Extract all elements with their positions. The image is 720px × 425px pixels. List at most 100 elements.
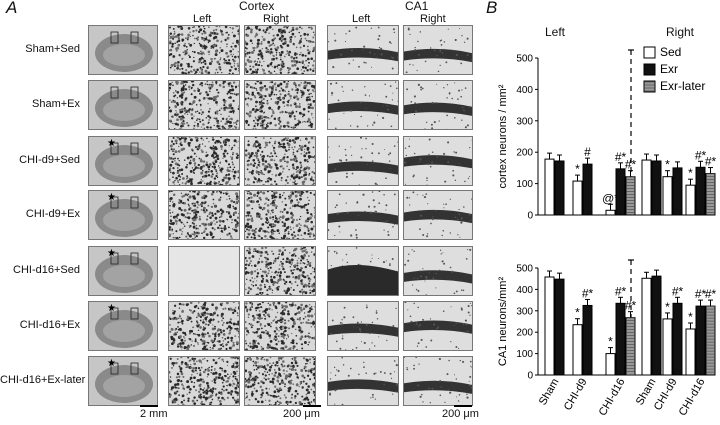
cortex-header: Cortex: [239, 0, 275, 13]
bar-sed: [641, 159, 652, 216]
y-tick-label: 400: [516, 285, 533, 296]
row-label: CHI-d16+Ex-later: [0, 374, 86, 386]
brain-micrograph: ★: [88, 301, 158, 351]
row-label: Sham+Ex: [32, 98, 80, 110]
brain-micrograph: [88, 25, 158, 75]
significance-mark: #*: [615, 284, 627, 298]
panel-b-letter: B: [486, 0, 498, 17]
cortex-right-label: Right: [263, 13, 289, 25]
bar-exr: [582, 304, 593, 376]
significance-mark: #*: [695, 148, 707, 162]
bar-sed: [605, 353, 616, 376]
legend-label: Sed: [660, 45, 681, 59]
ca1-micrograph: [403, 190, 473, 240]
bar-exr: [672, 302, 683, 376]
significance-mark: *: [665, 300, 670, 314]
y-tick-label: 400: [516, 85, 533, 96]
significance-mark: *: [665, 158, 670, 172]
bar-exr: [582, 163, 593, 216]
cortex-micrograph: [168, 136, 240, 186]
y-tick-label: 200: [516, 148, 533, 159]
ca1-micrograph: [403, 80, 473, 130]
ca1-right-label: Right: [420, 13, 446, 25]
significance-mark: #*: [695, 287, 707, 301]
bar-sed: [685, 328, 696, 376]
row-label: CHI-d16+Sed: [13, 264, 80, 276]
svg-text:★: ★: [107, 192, 116, 203]
cortex-micrograph: [168, 246, 240, 296]
cortex-micrograph: [168, 80, 240, 130]
significance-mark: #*: [625, 158, 637, 172]
legend-label: Exr-later: [660, 79, 705, 93]
significance-mark: *: [575, 162, 580, 176]
brain-micrograph: ★: [88, 356, 158, 406]
y-tick-label: 0: [527, 371, 533, 382]
brain-micrograph: ★: [88, 136, 158, 186]
bar-sed: [605, 209, 616, 216]
ca1-micrograph: [327, 25, 399, 75]
scale-bar-ca1: 200 μm: [442, 405, 479, 420]
cortex-left-label: Left: [193, 13, 212, 25]
row-label: CHI-d9+Ex: [25, 208, 80, 220]
bar-sed: [544, 276, 555, 376]
ca1-micrograph: [327, 246, 399, 296]
legend-swatch: [643, 63, 656, 76]
brain-micrograph: [88, 80, 158, 130]
ca1-micrograph: [327, 301, 399, 351]
bar-sed: [572, 324, 583, 376]
panel-b-right-label: Right: [666, 25, 695, 39]
y-tick-label: 300: [516, 116, 533, 127]
cortex-micrograph: [244, 136, 316, 186]
significance-mark: #*: [705, 287, 717, 301]
ca1-micrograph: [403, 136, 473, 186]
bar-exr: [615, 168, 626, 216]
y-tick-label: 0: [527, 211, 533, 222]
x-tick-label: CHI-d9: [562, 377, 590, 413]
cortex-micrograph: [168, 301, 240, 351]
significance-mark: *: [688, 166, 693, 180]
bar-exr: [554, 160, 565, 216]
bar-sed: [572, 180, 583, 216]
bar-exr-later: [705, 305, 716, 376]
svg-text:★: ★: [107, 138, 116, 149]
x-tick-label: CHI-d16: [677, 377, 708, 418]
ca1-micrograph: [327, 190, 399, 240]
legend-label: Exr: [660, 62, 678, 76]
cortex-micrograph: [244, 25, 316, 75]
bar-sed: [641, 277, 652, 376]
bar-exr: [554, 278, 565, 376]
bar-sed: [544, 158, 555, 216]
significance-mark: #*: [582, 286, 594, 300]
y-tick-label: 300: [516, 306, 533, 317]
bar-exr: [695, 305, 706, 376]
significance-mark: *: [575, 306, 580, 320]
y-tick-label: 100: [516, 179, 533, 190]
legend-swatch: [643, 80, 656, 93]
cortex-micrograph: [244, 190, 316, 240]
ca1-micrograph: [403, 356, 473, 406]
y-tick-label: 100: [516, 349, 533, 360]
brain-micrograph: ★: [88, 246, 158, 296]
significance-mark: *: [608, 335, 613, 349]
cortex-micrograph: [244, 301, 316, 351]
scale-bar-cortex: 200 μm: [283, 405, 321, 420]
bar-exr: [672, 167, 683, 216]
ca1-left-label: Left: [352, 13, 371, 25]
significance-mark: *: [688, 310, 693, 324]
significance-mark: #*: [705, 155, 717, 169]
bar-sed: [685, 184, 696, 216]
ca1-micrograph: [403, 25, 473, 75]
significance-mark: #*: [615, 150, 627, 164]
scale-bar-brain: 2 mm: [140, 405, 168, 420]
bar-sed: [662, 318, 673, 376]
row-label: Sham+Sed: [25, 43, 80, 55]
brain-micrograph: ★: [88, 190, 158, 240]
cortex-micrograph: [244, 80, 316, 130]
significance-mark: @*: [602, 191, 619, 205]
significance-mark: #*: [625, 299, 637, 313]
ca1-header: CA1: [405, 0, 429, 13]
panel-a-letter: A: [6, 0, 18, 17]
ca1-micrograph: [327, 356, 399, 406]
significance-mark: #: [584, 145, 591, 159]
